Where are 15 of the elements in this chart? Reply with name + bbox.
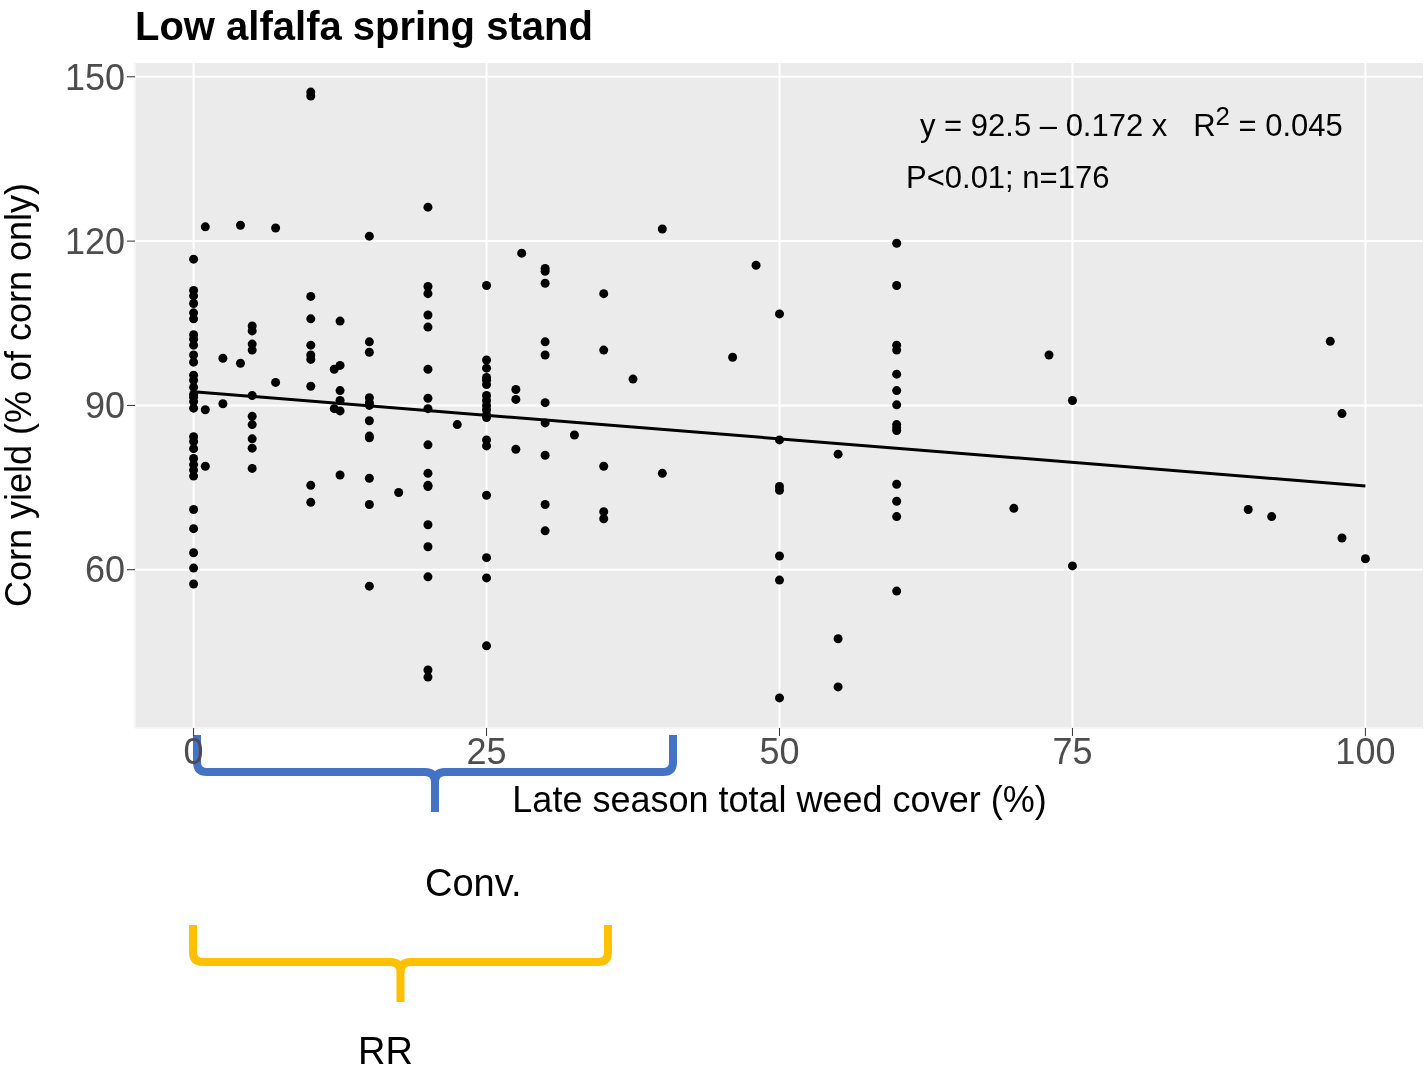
text: Conv.: [425, 862, 522, 905]
annotation: P<0.01; n=176: [906, 160, 1110, 196]
x-tick-label: 75: [1052, 730, 1093, 772]
annotation: y = 92.5 – 0.172 x R$^{2}$ = 0.045: [920, 102, 1343, 145]
x-tick-label: 50: [759, 730, 800, 772]
x-tick-label: 100: [1335, 730, 1396, 772]
y-axis-title: Corn yield (% of corn only): [0, 182, 39, 608]
y-tick-label: 150: [64, 56, 125, 98]
y-tick-label: 120: [64, 220, 125, 262]
chart-title: Low alfalfa spring stand: [135, 4, 593, 49]
x-axis-title: Late season total weed cover (%): [512, 779, 1047, 820]
y-tick-label: 90: [84, 385, 125, 427]
y-tick-label: 60: [84, 549, 125, 591]
text: RR: [358, 1030, 413, 1073]
x-tick-label: 25: [466, 730, 507, 772]
